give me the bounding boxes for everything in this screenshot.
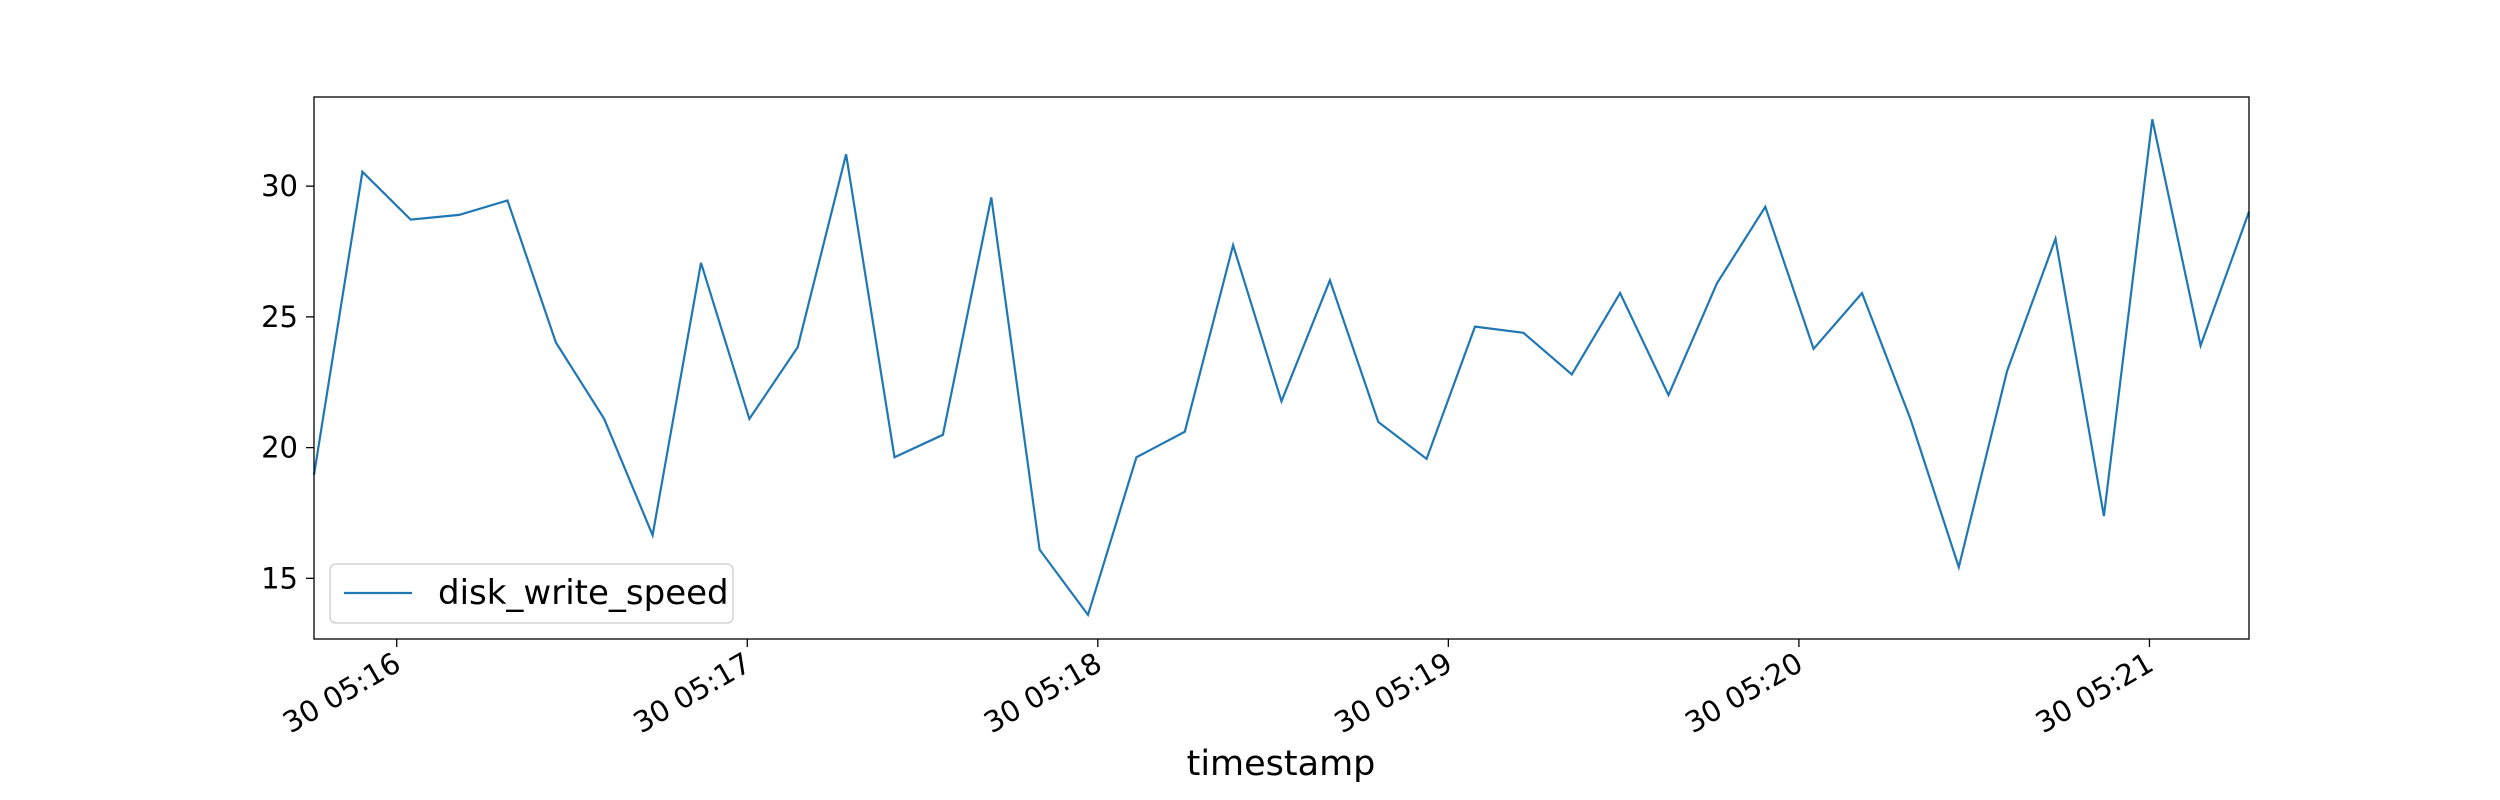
y-tick-label: 25 xyxy=(261,300,298,334)
legend-box xyxy=(329,563,734,624)
x-tick-label: 30 05:17 xyxy=(627,646,756,740)
y-tick-label: 20 xyxy=(261,431,298,465)
x-tick-label: 30 05:16 xyxy=(277,646,406,740)
y-tick-label: 15 xyxy=(261,561,298,595)
x-tick-label: 30 05:20 xyxy=(1679,646,1808,740)
x-axis-label: timestamp xyxy=(1187,744,1376,784)
y-tick-label: 30 xyxy=(261,169,298,203)
legend-label: disk_write_speed xyxy=(438,573,729,613)
plot-frame xyxy=(313,96,2250,640)
x-tick-label: 30 05:21 xyxy=(2030,646,2159,740)
line-series xyxy=(312,118,2251,618)
x-tick-label: 30 05:18 xyxy=(978,646,1107,740)
x-tick-label: 30 05:19 xyxy=(1329,646,1458,740)
